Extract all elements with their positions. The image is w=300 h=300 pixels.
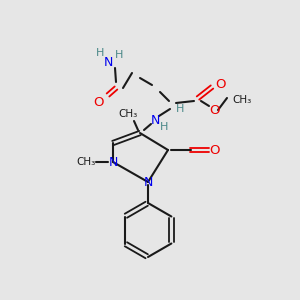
Text: N: N: [108, 155, 118, 169]
Text: CH₃: CH₃: [232, 95, 252, 105]
Text: O: O: [93, 97, 103, 110]
Text: CH₃: CH₃: [76, 157, 96, 167]
Text: CH₃: CH₃: [118, 109, 138, 119]
Text: N: N: [150, 113, 160, 127]
Text: N: N: [143, 176, 153, 188]
Text: H: H: [176, 104, 184, 114]
Text: N: N: [103, 56, 113, 70]
Text: H: H: [115, 50, 123, 60]
Text: H: H: [160, 122, 168, 132]
Text: O: O: [209, 104, 219, 118]
Text: O: O: [215, 77, 225, 91]
Text: O: O: [209, 143, 219, 157]
Text: H: H: [96, 48, 104, 58]
